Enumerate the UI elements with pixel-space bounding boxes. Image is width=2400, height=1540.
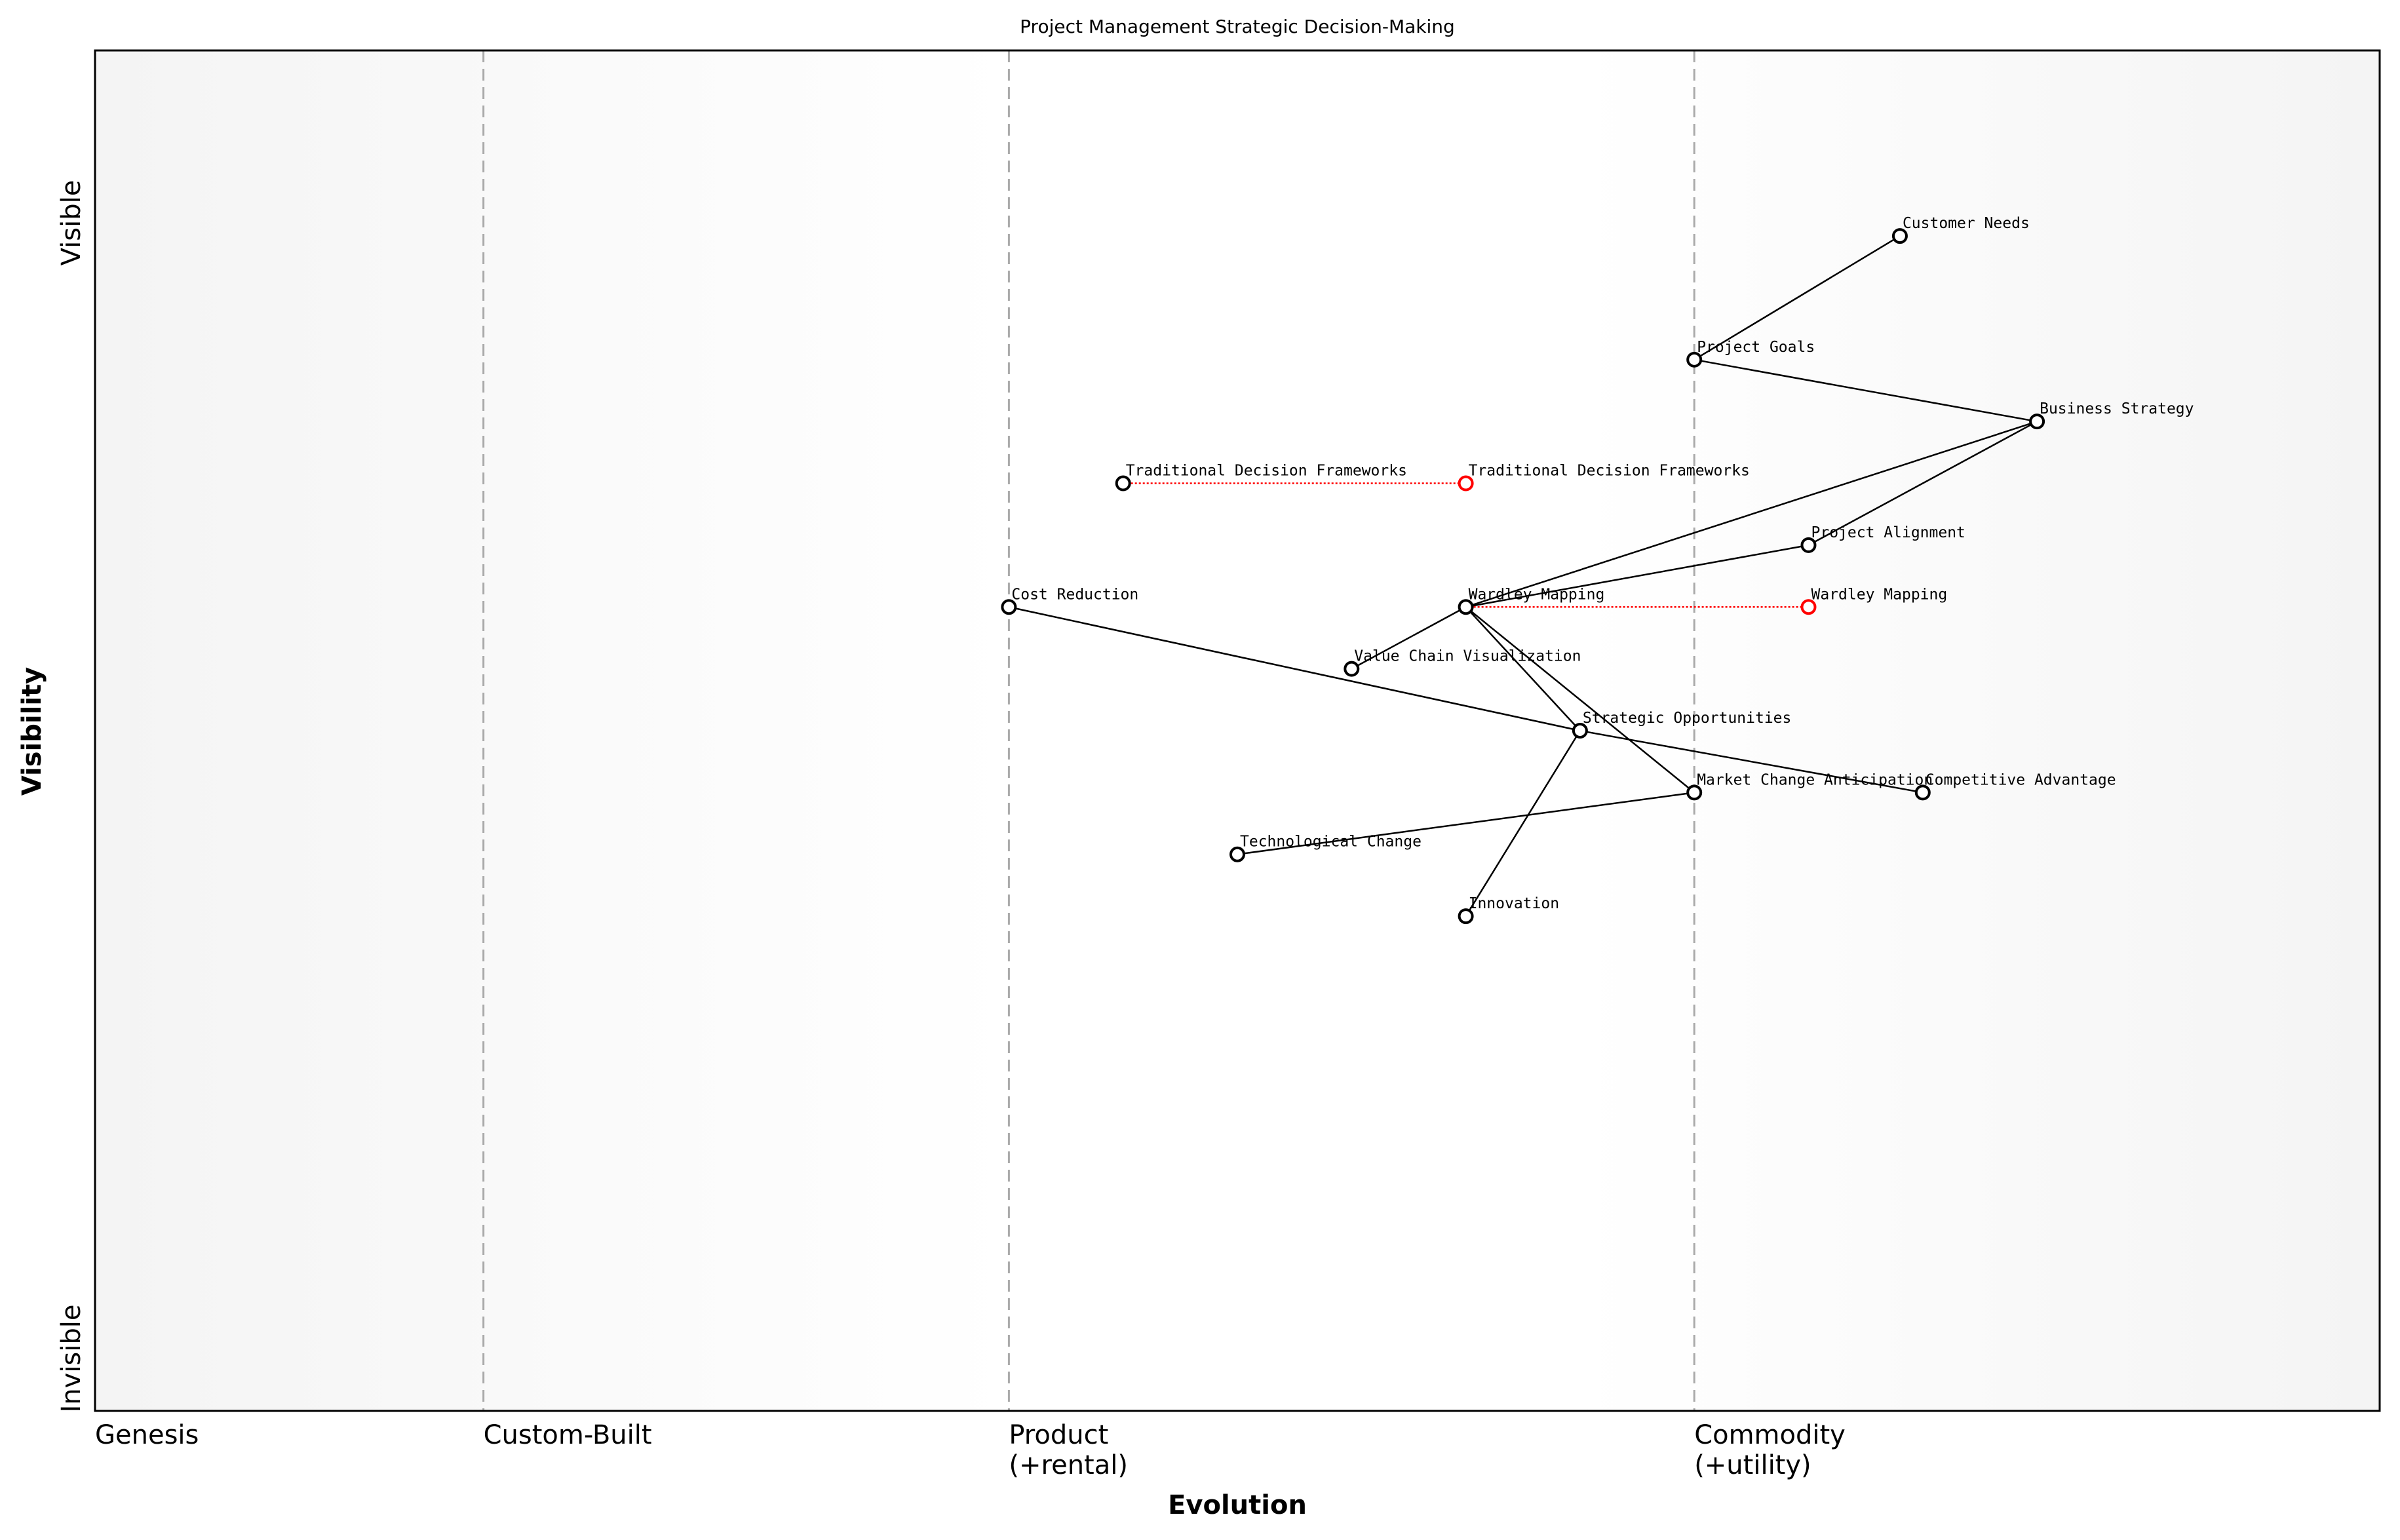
component-label: Competitive Advantage <box>1926 771 2116 788</box>
component-label: Market Change Anticipation <box>1697 771 1933 788</box>
component-label: Project Alignment <box>1811 524 1965 541</box>
component-node <box>1686 784 1703 801</box>
x-axis-label: Evolution <box>1168 1490 1307 1520</box>
component-node <box>2029 414 2045 430</box>
component-node <box>1229 846 1245 862</box>
x-tick-label-line: Custom-Built <box>484 1420 652 1450</box>
y-axis-label: Visibility <box>17 667 47 796</box>
dependency-edge <box>1465 606 1581 731</box>
x-tick-label-line: Product <box>1009 1420 1108 1450</box>
x-tick-label-line: (+utility) <box>1694 1450 1811 1480</box>
x-tick-label: Custom-Built <box>484 1420 652 1450</box>
component-node <box>1891 228 1908 244</box>
x-tick-label: Genesis <box>95 1420 199 1450</box>
component-label: Project Goals <box>1697 339 1815 356</box>
chart-title: Project Management Strategic Decision-Ma… <box>1020 16 1455 37</box>
plot-frame <box>94 49 2381 1412</box>
component-label: Cost Reduction <box>1011 586 1138 603</box>
component-node <box>1914 784 1931 801</box>
component-label: Innovation <box>1469 895 1559 912</box>
component-node <box>1458 908 1474 925</box>
component-node <box>1686 351 1703 368</box>
evolved-node <box>1800 599 1817 615</box>
evolved-node-label: Wardley Mapping <box>1811 586 1948 603</box>
dependency-edge <box>1237 792 1695 855</box>
component-node <box>1572 723 1588 739</box>
y-axis-bottom-label: Invisible <box>56 1305 87 1413</box>
y-axis-top-label: Visible <box>56 180 87 266</box>
x-tick-label-line: (+rental) <box>1009 1450 1128 1480</box>
component-label: Technological Change <box>1240 834 1422 851</box>
dependency-edge <box>1465 420 2038 608</box>
dependency-edge <box>1009 606 1581 732</box>
dependency-edge <box>1465 544 1809 608</box>
component-node <box>1458 599 1474 615</box>
x-tick-label-line: Commodity <box>1694 1420 1846 1450</box>
dependency-edge <box>1465 606 1695 794</box>
x-tick-label-line: Genesis <box>95 1420 199 1450</box>
evolved-node <box>1458 475 1474 491</box>
dependency-edge <box>1694 358 2038 423</box>
x-tick-label: Product (+rental) <box>1009 1420 1128 1480</box>
component-label: Strategic Opportunities <box>1583 710 1792 727</box>
x-tick-label: Commodity (+utility) <box>1694 1420 1846 1480</box>
component-label: Traditional Decision Frameworks <box>1126 463 1407 480</box>
dependency-edge <box>1351 606 1467 670</box>
dependency-edge <box>1465 730 1581 917</box>
component-label: Value Chain Visualization <box>1354 648 1581 665</box>
component-label: Customer Needs <box>1903 215 2030 232</box>
evolved-node-label: Traditional Decision Frameworks <box>1469 463 1750 480</box>
plot-background <box>95 50 2380 1411</box>
component-label: Business Strategy <box>2040 400 2194 417</box>
component-node <box>1115 475 1131 491</box>
dependency-edge <box>1579 729 1924 794</box>
dependency-edge <box>1694 235 1901 360</box>
component-node <box>1800 537 1817 553</box>
component-node <box>1001 599 1017 615</box>
component-node <box>1344 661 1360 677</box>
dependency-edge <box>1808 421 2038 547</box>
component-label: Wardley Mapping <box>1469 586 1605 603</box>
